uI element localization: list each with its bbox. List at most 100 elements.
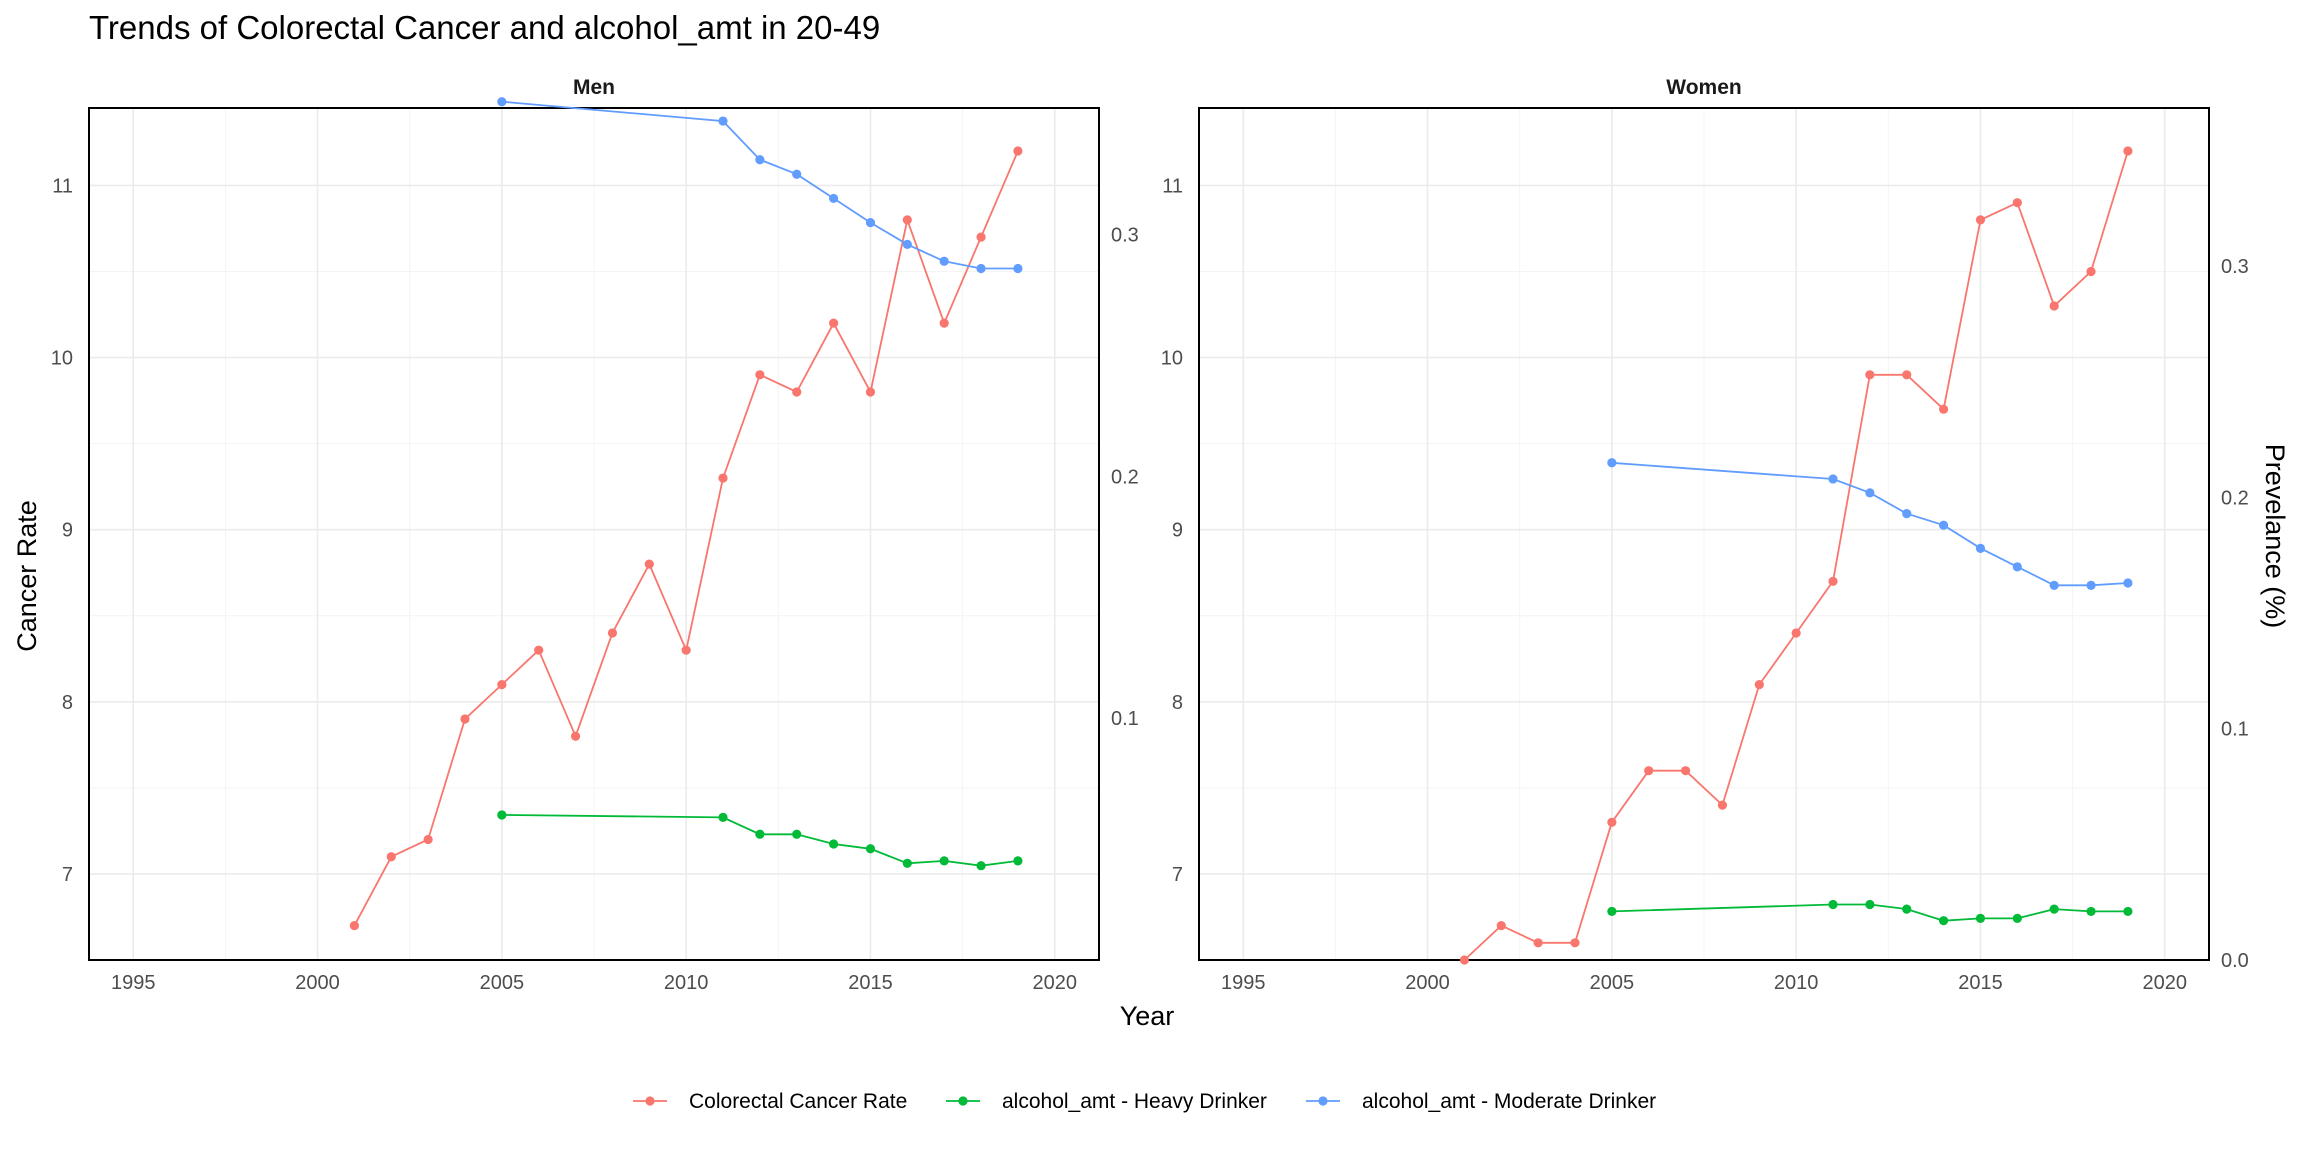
y-tick-label: 11 xyxy=(52,175,73,197)
data-point-alcohol-amt-heavy-drinker xyxy=(2123,906,2133,917)
data-point-colorectal-cancer-rate xyxy=(2123,146,2133,156)
data-point-alcohol-amt-moderate-drinker xyxy=(902,239,912,249)
y-tick-label: 10 xyxy=(1161,348,1183,370)
panel-men: Men 1995 2000 2005 2010 2015 2020 7 8 9 10 11 0.1 0.2… xyxy=(51,76,1139,994)
data-point-alcohol-amt-heavy-drinker xyxy=(2012,913,2022,923)
data-point-alcohol-amt-moderate-drinker xyxy=(1865,488,1875,498)
y-tick-label: 10 xyxy=(51,348,73,370)
data-point-alcohol-amt-heavy-drinker xyxy=(1828,899,1838,910)
data-point-alcohol-amt-moderate-drinker xyxy=(1975,543,1986,553)
x-tick-label: 1995 xyxy=(111,972,156,994)
y2-tick-label: 0.1 xyxy=(1111,708,1139,730)
data-point-colorectal-cancer-rate xyxy=(423,834,433,845)
x-tick-label: 2010 xyxy=(1774,972,1819,994)
y-tick-label: 11 xyxy=(1162,175,1183,197)
data-point-colorectal-cancer-rate xyxy=(939,318,949,328)
series-line-alcohol-amt-moderate-drinker xyxy=(1611,461,2128,587)
data-point-alcohol-amt-heavy-drinker xyxy=(1013,856,1023,866)
data-point-colorectal-cancer-rate xyxy=(681,645,691,655)
y-tick-label: 7 xyxy=(1172,864,1183,886)
series-line-alcohol-amt-heavy-drinker xyxy=(501,814,1019,867)
x-tick-label: 2015 xyxy=(1958,972,2003,994)
data-point-alcohol-amt-moderate-drinker xyxy=(1938,520,1949,530)
data-point-colorectal-cancer-rate xyxy=(2012,198,2022,208)
data-point-colorectal-cancer-rate xyxy=(386,852,396,862)
data-point-colorectal-cancer-rate xyxy=(1717,800,1728,810)
data-point-alcohol-amt-moderate-drinker xyxy=(1607,458,1617,468)
data-point-colorectal-cancer-rate xyxy=(1791,628,1801,638)
legend-key-point xyxy=(1318,1096,1328,1106)
data-point-colorectal-cancer-rate xyxy=(1570,938,1580,948)
data-point-colorectal-cancer-rate xyxy=(644,559,654,569)
y-tick-label: 8 xyxy=(62,692,73,714)
x-tick-label: 2015 xyxy=(848,972,893,994)
x-tick-label: 2000 xyxy=(295,972,340,994)
data-point-colorectal-cancer-rate xyxy=(460,714,470,724)
data-point-colorectal-cancer-rate xyxy=(607,628,618,638)
data-point-colorectal-cancer-rate xyxy=(2049,301,2059,311)
chart-panels: Men 1995 2000 2005 2010 2015 2020 7 8 9 10 11 0.1 0.2… xyxy=(51,76,2249,994)
y2-tick-label: 0.3 xyxy=(1111,225,1139,247)
data-point-colorectal-cancer-rate xyxy=(1013,146,1023,156)
data-point-colorectal-cancer-rate xyxy=(2086,266,2096,277)
data-point-alcohol-amt-heavy-drinker xyxy=(2049,904,2059,914)
data-point-colorectal-cancer-rate xyxy=(718,473,728,483)
data-point-alcohol-amt-heavy-drinker xyxy=(1902,904,1912,914)
data-point-alcohol-amt-moderate-drinker xyxy=(865,217,876,228)
y2-tick-label: 0.3 xyxy=(2221,256,2249,278)
data-point-alcohol-amt-moderate-drinker xyxy=(1013,263,1023,274)
y-tick-label: 9 xyxy=(1172,520,1183,542)
data-point-alcohol-amt-heavy-drinker xyxy=(1975,913,1986,923)
data-point-alcohol-amt-heavy-drinker xyxy=(1865,899,1875,910)
legend-key-point xyxy=(958,1096,968,1106)
data-point-colorectal-cancer-rate xyxy=(1607,817,1617,827)
x-axis-title: Year xyxy=(1120,1001,1175,1031)
data-point-colorectal-cancer-rate xyxy=(534,645,544,655)
y2-tick-label: 0.0 xyxy=(2221,950,2249,972)
data-point-colorectal-cancer-rate xyxy=(828,318,839,328)
x-tick-label: 2000 xyxy=(1405,972,1450,994)
data-point-colorectal-cancer-rate xyxy=(792,387,802,397)
legend-label: Colorectal Cancer Rate xyxy=(689,1090,907,1113)
data-point-alcohol-amt-moderate-drinker xyxy=(2123,578,2133,588)
series-line-alcohol-amt-heavy-drinker xyxy=(1611,903,2128,922)
data-point-colorectal-cancer-rate xyxy=(1865,370,1875,380)
data-point-alcohol-amt-moderate-drinker xyxy=(976,263,986,274)
data-point-alcohol-amt-heavy-drinker xyxy=(792,829,802,839)
y2-tick-label: 0.2 xyxy=(1111,466,1139,488)
panel-border xyxy=(1198,107,2210,961)
data-point-alcohol-amt-heavy-drinker xyxy=(939,856,949,866)
data-point-alcohol-amt-moderate-drinker xyxy=(2012,562,2022,572)
data-point-alcohol-amt-moderate-drinker xyxy=(2049,580,2059,590)
x-tick-label: 2005 xyxy=(1590,972,1635,994)
data-point-alcohol-amt-heavy-drinker xyxy=(976,861,986,871)
facet-label: Women xyxy=(1666,76,1741,99)
x-tick-label: 1995 xyxy=(1221,972,1266,994)
data-point-alcohol-amt-moderate-drinker xyxy=(939,256,949,266)
legend-label: alcohol_amt - Heavy Drinker xyxy=(1002,1090,1267,1113)
data-point-alcohol-amt-moderate-drinker xyxy=(1828,474,1838,484)
data-point-alcohol-amt-heavy-drinker xyxy=(1938,916,1949,926)
legend-label: alcohol_amt - Moderate Drinker xyxy=(1362,1090,1656,1113)
data-point-colorectal-cancer-rate xyxy=(497,680,507,690)
y-axis-title: Cancer Rate xyxy=(12,500,42,652)
data-point-alcohol-amt-heavy-drinker xyxy=(1607,906,1617,917)
data-point-colorectal-cancer-rate xyxy=(1975,215,1986,225)
data-point-colorectal-cancer-rate xyxy=(1459,955,1470,965)
data-point-colorectal-cancer-rate xyxy=(976,232,986,242)
data-point-colorectal-cancer-rate xyxy=(349,920,360,931)
data-point-colorectal-cancer-rate xyxy=(865,387,876,397)
y2-tick-label: 0.2 xyxy=(2221,487,2249,509)
data-point-colorectal-cancer-rate xyxy=(570,731,581,741)
y-tick-label: 7 xyxy=(62,864,73,886)
x-tick-label: 2020 xyxy=(1033,972,1078,994)
data-point-alcohol-amt-heavy-drinker xyxy=(828,839,839,849)
data-point-alcohol-amt-heavy-drinker xyxy=(865,844,876,854)
y2-axis-title: Prevelance (%) xyxy=(2260,444,2290,629)
legend: Colorectal Cancer Rate alcohol_amt - Heav… xyxy=(633,1090,1656,1113)
y-tick-label: 9 xyxy=(62,520,73,542)
y-tick-label: 8 xyxy=(1172,692,1183,714)
data-point-colorectal-cancer-rate xyxy=(1680,766,1691,776)
data-point-alcohol-amt-moderate-drinker xyxy=(792,169,802,179)
